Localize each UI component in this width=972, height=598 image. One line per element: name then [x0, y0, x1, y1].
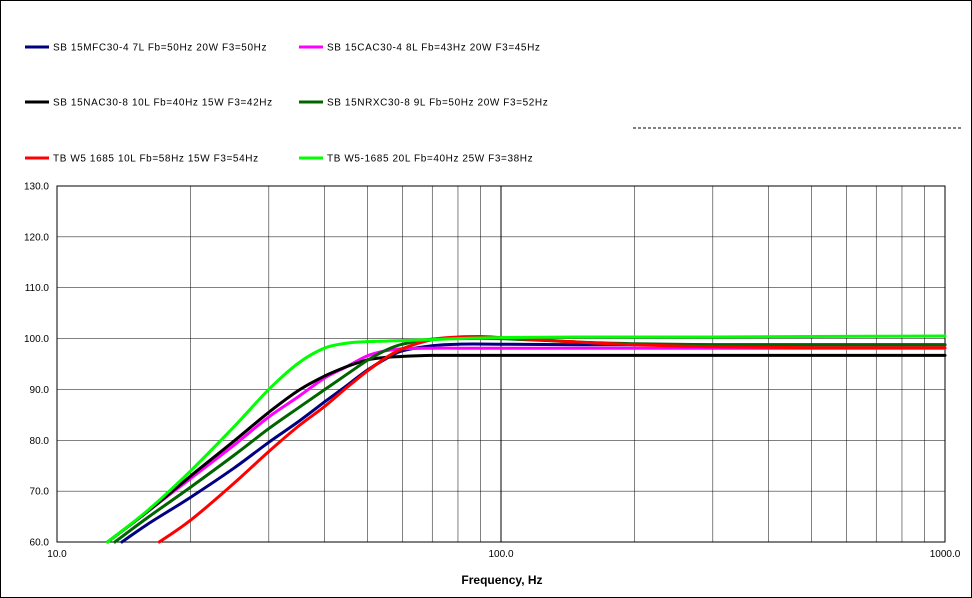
x-tick-label: 1000.0: [930, 549, 961, 560]
x-axis-label: Frequency, Hz: [461, 573, 542, 587]
y-axis-tick-labels: 60.0 70.0 80.0 90.0 100.0 110.0 120.0 130.0: [24, 182, 49, 549]
series-lines: [106, 334, 947, 544]
vertical-gridlines: [56, 186, 946, 542]
legend-label-6: TB W5-1685 20L Fb=40Hz 25W F3=38Hz: [327, 154, 533, 165]
legend-label-3: SB 15NAC30-8 10L Fb=40Hz 15W F3=42Hz: [53, 98, 273, 109]
y-tick-label: 100.0: [24, 334, 49, 345]
legend-label-1: SB 15MFC30-4 7L Fb=50Hz 20W F3=50Hz: [53, 43, 267, 54]
x-axis-tick-labels: 10.0 100.0 1000.0: [47, 549, 960, 560]
series-line-4: [113, 336, 947, 544]
y-tick-label: 80.0: [30, 436, 50, 447]
legend: SB 15MFC30-4 7L Fb=50Hz 20W F3=50Hz SB 15…: [25, 43, 548, 165]
y-tick-label: 70.0: [30, 487, 50, 498]
x-tick-label: 100.0: [488, 549, 513, 560]
legend-label-5: TB W5 1685 10L Fb=58Hz 15W F3=54Hz: [53, 154, 259, 165]
y-tick-label: 90.0: [30, 385, 50, 396]
y-tick-label: 60.0: [30, 538, 50, 549]
legend-label-4: SB 15NRXC30-8 9L Fb=50Hz 20W F3=52Hz: [327, 98, 548, 109]
y-tick-label: 110.0: [25, 283, 50, 294]
y-tick-label: 130.0: [24, 182, 49, 193]
series-line-6: [106, 334, 947, 544]
legend-label-2: SB 15CAC30-4 8L Fb=43Hz 20W F3=45Hz: [327, 43, 541, 54]
series-line-2: [106, 346, 947, 544]
plot-area: [56, 185, 947, 544]
y-tick-label: 120.0: [24, 232, 49, 243]
x-tick-label: 10.0: [47, 549, 67, 560]
series-line-3: [106, 353, 947, 544]
